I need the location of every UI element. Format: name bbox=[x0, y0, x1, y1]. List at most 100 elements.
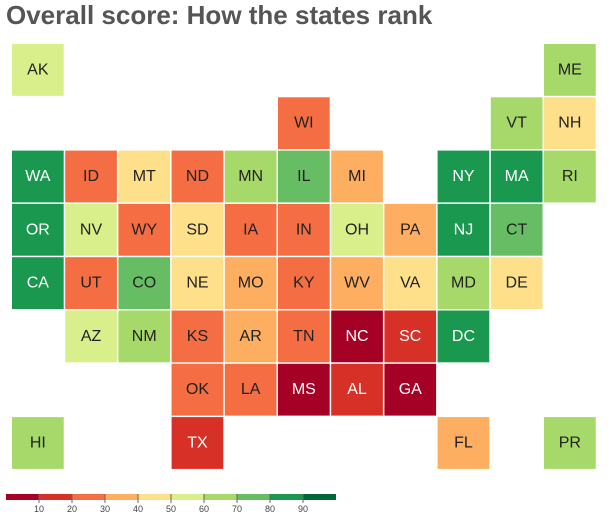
state-tile-ok[interactable]: OK bbox=[171, 363, 224, 416]
state-code-label: LA bbox=[241, 381, 261, 398]
state-tile-fill bbox=[331, 257, 383, 309]
state-code-label: OH bbox=[345, 221, 369, 238]
state-tile-fill bbox=[384, 257, 437, 309]
legend-swatch bbox=[105, 494, 138, 500]
state-tile-fill bbox=[224, 310, 277, 363]
state-tile-wi[interactable]: WI bbox=[278, 97, 330, 150]
state-code-label: RI bbox=[562, 168, 578, 185]
state-tile-ms[interactable]: MS bbox=[278, 363, 330, 416]
state-tile-fill bbox=[118, 203, 171, 256]
state-tile-mi[interactable]: MI bbox=[331, 150, 383, 203]
state-code-label: AK bbox=[27, 61, 49, 78]
state-tile-ct[interactable]: CT bbox=[490, 203, 543, 256]
state-tile-dc[interactable]: DC bbox=[437, 310, 490, 363]
state-tile-ut[interactable]: UT bbox=[65, 257, 117, 309]
page-title: Overall score: How the states rank bbox=[6, 0, 433, 30]
state-tile-oh[interactable]: OH bbox=[331, 203, 383, 256]
state-tile-wv[interactable]: WV bbox=[331, 257, 383, 309]
state-tile-mn[interactable]: MN bbox=[224, 150, 277, 203]
state-code-label: WA bbox=[25, 168, 51, 185]
state-tile-fill bbox=[331, 203, 383, 256]
state-tile-fill bbox=[437, 417, 490, 469]
state-tile-co[interactable]: CO bbox=[118, 257, 171, 309]
state-tile-ia[interactable]: IA bbox=[224, 203, 277, 256]
state-code-label: GA bbox=[399, 381, 422, 398]
state-code-label: AL bbox=[347, 381, 367, 398]
state-tile-fill bbox=[65, 310, 117, 363]
state-tile-va[interactable]: VA bbox=[384, 257, 437, 309]
state-code-label: MT bbox=[133, 168, 156, 185]
state-tile-fill bbox=[118, 310, 171, 363]
state-tile-mt[interactable]: MT bbox=[118, 150, 171, 203]
state-tile-wa[interactable]: WA bbox=[12, 150, 64, 203]
state-tile-pa[interactable]: PA bbox=[384, 203, 437, 256]
state-tile-il[interactable]: IL bbox=[278, 150, 330, 203]
state-tile-or[interactable]: OR bbox=[12, 203, 64, 256]
state-tile-vt[interactable]: VT bbox=[490, 97, 543, 150]
state-tile-ma[interactable]: MA bbox=[490, 150, 543, 203]
state-tile-ky[interactable]: KY bbox=[278, 257, 330, 309]
state-tile-fill bbox=[12, 44, 64, 96]
legend-swatch bbox=[237, 494, 270, 500]
state-code-label: DC bbox=[452, 328, 475, 345]
state-tile-fill bbox=[224, 150, 277, 203]
state-tile-az[interactable]: AZ bbox=[65, 310, 117, 363]
legend-tick-label: 40 bbox=[133, 504, 143, 514]
state-code-label: PR bbox=[559, 435, 581, 452]
state-tile-in[interactable]: IN bbox=[278, 203, 330, 256]
state-code-label: MD bbox=[451, 275, 476, 292]
state-tile-nd[interactable]: ND bbox=[171, 150, 224, 203]
state-tile-al[interactable]: AL bbox=[331, 363, 383, 416]
state-tile-la[interactable]: LA bbox=[224, 363, 277, 416]
state-code-label: SD bbox=[186, 221, 208, 238]
legend-swatch bbox=[171, 494, 204, 500]
state-tile-pr[interactable]: PR bbox=[544, 417, 596, 469]
state-tile-fill bbox=[12, 257, 64, 309]
state-tile-wy[interactable]: WY bbox=[118, 203, 171, 256]
state-tile-sc[interactable]: SC bbox=[384, 310, 437, 363]
state-tile-sd[interactable]: SD bbox=[171, 203, 224, 256]
state-code-label: WY bbox=[131, 221, 157, 238]
state-code-label: AR bbox=[240, 328, 262, 345]
state-tile-md[interactable]: MD bbox=[437, 257, 490, 309]
state-tile-id[interactable]: ID bbox=[65, 150, 117, 203]
state-tile-fill bbox=[278, 203, 330, 256]
legend-tick-label: 90 bbox=[298, 504, 308, 514]
state-tile-fill bbox=[437, 150, 490, 203]
state-tile-fill bbox=[490, 203, 543, 256]
state-tile-fill bbox=[171, 310, 224, 363]
state-tile-nc[interactable]: NC bbox=[331, 310, 383, 363]
state-tile-fill bbox=[544, 150, 596, 203]
state-tile-fill bbox=[278, 363, 330, 416]
state-tile-me[interactable]: ME bbox=[544, 44, 596, 96]
state-code-label: NC bbox=[345, 328, 368, 345]
state-tile-nj[interactable]: NJ bbox=[437, 203, 490, 256]
state-tile-ar[interactable]: AR bbox=[224, 310, 277, 363]
state-tile-ks[interactable]: KS bbox=[171, 310, 224, 363]
state-tile-nv[interactable]: NV bbox=[65, 203, 117, 256]
state-tile-tx[interactable]: TX bbox=[171, 417, 224, 469]
state-code-label: ID bbox=[83, 168, 99, 185]
state-tile-fl[interactable]: FL bbox=[437, 417, 490, 469]
state-tile-fill bbox=[171, 257, 224, 309]
state-tile-ri[interactable]: RI bbox=[544, 150, 596, 203]
state-tile-mo[interactable]: MO bbox=[224, 257, 277, 309]
legend-swatch bbox=[138, 494, 171, 500]
state-code-label: TN bbox=[293, 328, 314, 345]
state-code-label: ME bbox=[558, 61, 582, 78]
state-code-label: TX bbox=[187, 435, 208, 452]
state-tile-hi[interactable]: HI bbox=[12, 417, 64, 469]
state-tile-nh[interactable]: NH bbox=[544, 97, 596, 150]
state-tile-fill bbox=[65, 257, 117, 309]
state-tile-ak[interactable]: AK bbox=[12, 44, 64, 96]
state-code-label: CT bbox=[506, 221, 528, 238]
state-tile-de[interactable]: DE bbox=[490, 257, 543, 309]
state-tile-tn[interactable]: TN bbox=[278, 310, 330, 363]
state-tile-ne[interactable]: NE bbox=[171, 257, 224, 309]
state-tile-ca[interactable]: CA bbox=[12, 257, 64, 309]
state-tile-ga[interactable]: GA bbox=[384, 363, 437, 416]
state-tile-ny[interactable]: NY bbox=[437, 150, 490, 203]
color-legend: 10 20 30 40 50 60 70 80 90 bbox=[6, 494, 336, 514]
state-tile-nm[interactable]: NM bbox=[118, 310, 171, 363]
state-code-label: IL bbox=[297, 168, 310, 185]
